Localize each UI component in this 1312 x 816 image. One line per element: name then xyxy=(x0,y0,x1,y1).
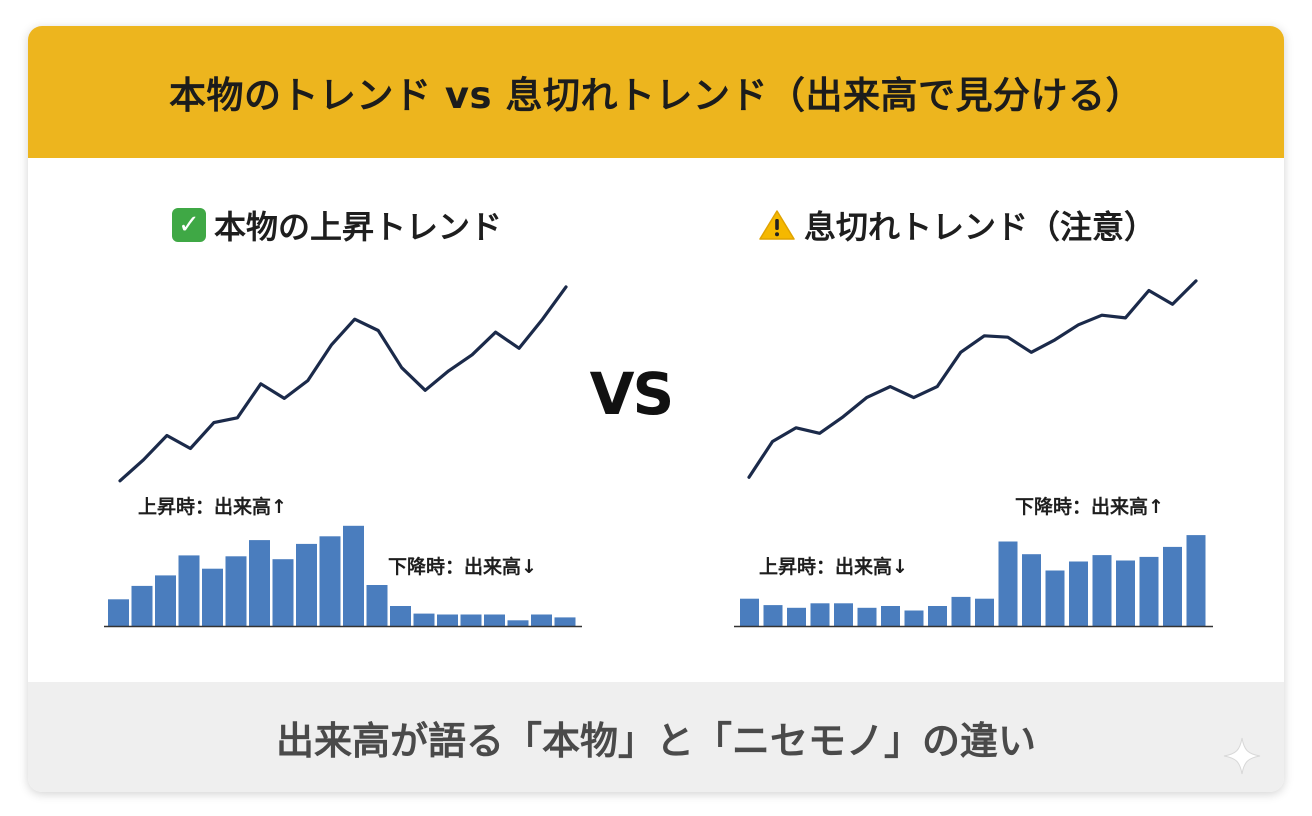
vs-label: VS xyxy=(589,360,675,428)
right-volume-bar xyxy=(881,606,900,626)
left-volume-bar xyxy=(178,555,200,626)
left-volume-bar xyxy=(131,585,153,626)
left-volume-bar xyxy=(202,568,223,626)
left-volume-bar xyxy=(343,525,364,626)
right-volume-bar xyxy=(1045,570,1065,626)
left-volume-bar xyxy=(390,606,411,626)
footer-banner: 出来高が語る「本物」と「ニセモノ」の違い xyxy=(28,682,1284,792)
left-volume-bar xyxy=(554,617,576,626)
right-volume-annotation: 下降時：出来高↑ xyxy=(1015,495,1164,518)
left-volume-bar xyxy=(507,620,529,626)
right-volume-bar xyxy=(857,607,877,626)
right-volume-bar xyxy=(763,605,783,626)
right-volume-bar xyxy=(904,610,924,626)
left-volume-annotation: 下降時：出来高↓ xyxy=(388,555,537,578)
warning-icon xyxy=(759,210,795,240)
left-volume-bar xyxy=(319,536,341,626)
left-volume-bar xyxy=(460,614,482,626)
sparkle-icon xyxy=(1223,737,1261,775)
right-volume-bar xyxy=(787,607,806,626)
left-volume-bar xyxy=(155,575,176,626)
right-volume-bar xyxy=(975,598,994,626)
right-volume-bar xyxy=(928,606,947,626)
left-panel-title: ✓ 本物の上昇トレンド xyxy=(172,202,502,248)
right-volume-bar xyxy=(1116,560,1135,626)
right-volume-annotation: 上昇時：出来高↓ xyxy=(759,555,908,578)
left-price-line xyxy=(118,285,568,483)
right-panel-title: 息切れトレンド（注意） xyxy=(758,202,1156,248)
left-volume-bar xyxy=(366,585,388,626)
left-volume-bar xyxy=(484,614,505,626)
left-volume-bar xyxy=(225,556,247,626)
left-volume-annotation: 上昇時：出来高↑ xyxy=(138,495,287,518)
left-volume-bar xyxy=(531,614,552,626)
right-chart-title: 息切れトレンド（注意） xyxy=(804,208,1157,246)
right-volume-bar xyxy=(1022,554,1041,626)
left-volume-bar xyxy=(108,599,129,626)
left-chart-title: 本物の上昇トレンド xyxy=(214,208,503,246)
left-volume-bar xyxy=(413,613,435,626)
infographic-card: 本物のトレンド vs 息切れトレンド（出来高で見分ける） 出来高が語る「本物」と… xyxy=(28,26,1284,792)
right-volume-bar xyxy=(998,541,1018,626)
left-volume-bar xyxy=(249,540,270,626)
header-banner: 本物のトレンド vs 息切れトレンド（出来高で見分ける） xyxy=(28,26,1284,158)
footer-caption: 出来高が語る「本物」と「ニセモノ」の違い xyxy=(275,718,1036,763)
right-volume-bar xyxy=(1069,561,1088,626)
page-title: 本物のトレンド vs 息切れトレンド（出来高で見分ける） xyxy=(169,74,1143,117)
left-volume-bar xyxy=(437,614,458,626)
left-volume-bar xyxy=(272,559,294,626)
right-volume-bar xyxy=(1186,535,1206,626)
right-volume-bar xyxy=(1139,556,1159,626)
right-price-line xyxy=(747,279,1198,479)
right-volume-bar xyxy=(740,598,759,626)
check-mark-icon: ✓ xyxy=(172,208,206,242)
right-volume-bar xyxy=(1092,555,1112,626)
right-volume-bar xyxy=(951,596,971,626)
right-volume-bar xyxy=(810,603,830,626)
left-volume-bar xyxy=(296,543,317,626)
right-volume-bar xyxy=(834,603,853,626)
right-volume-bar xyxy=(1163,546,1182,626)
